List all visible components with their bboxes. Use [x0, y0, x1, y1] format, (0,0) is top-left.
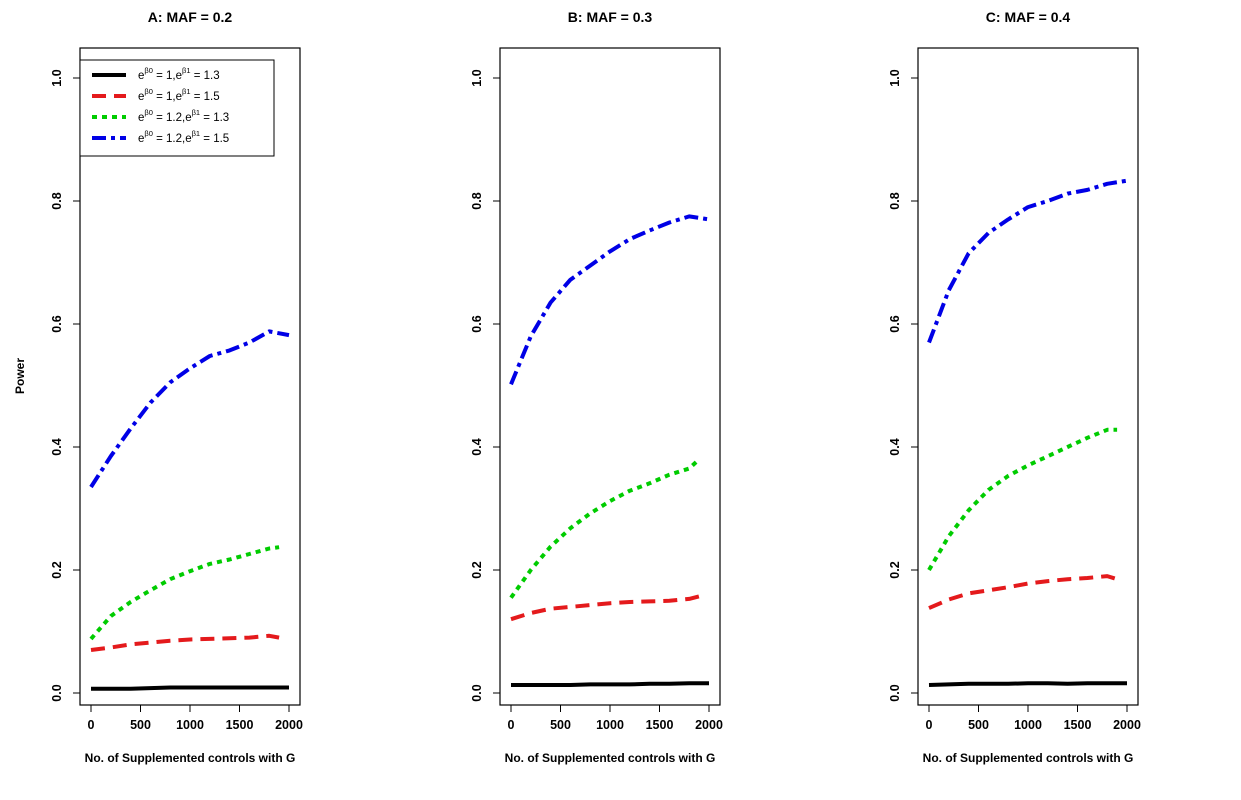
y-axis-label: Power [13, 358, 27, 394]
legend-text: = 1,e [153, 91, 182, 103]
y-tick-label: 0.8 [50, 192, 64, 209]
panel-title: C: MAF = 0.4 [986, 9, 1071, 25]
y-tick-label: 0.4 [50, 438, 64, 455]
legend-text: = 1.5 [191, 91, 220, 103]
legend-text: = 1,e [153, 70, 182, 82]
y-tick-label: 0.6 [888, 315, 902, 332]
y-tick-label: 0.0 [888, 684, 902, 701]
legend-entry-3: eβ0 = 1.2,eβ1 = 1.5 [138, 129, 229, 145]
y-tick-label: 1.0 [888, 69, 902, 86]
series-line-3 [509, 214, 710, 386]
x-tick-label: 2000 [695, 718, 723, 732]
legend-text: e [138, 70, 144, 82]
y-tick-label: 0.4 [888, 438, 902, 455]
y-tick-label: 0.2 [888, 561, 902, 578]
legend-text: e [138, 91, 144, 103]
x-tick-label: 1000 [1014, 718, 1042, 732]
plot-frame [917, 47, 1139, 706]
series-line-1 [510, 594, 700, 622]
y-tick-label: 0.8 [470, 192, 484, 209]
y-tick-label: 0.4 [470, 438, 484, 455]
legend-superscript: β1 [192, 108, 201, 117]
y-tick-label: 0.8 [888, 192, 902, 209]
x-tick-label: 0 [88, 718, 95, 732]
x-tick-label: 1500 [646, 718, 674, 732]
y-tick-label: 1.0 [470, 69, 484, 86]
legend-superscript: β1 [192, 129, 201, 138]
series-line-2 [509, 457, 701, 599]
series-line-1 [90, 633, 280, 652]
y-tick-label: 1.0 [50, 69, 64, 86]
panel-title: B: MAF = 0.3 [568, 9, 653, 25]
x-tick-label: 0 [926, 718, 933, 732]
panel-title: A: MAF = 0.2 [148, 9, 233, 25]
series-line-0 [928, 681, 1127, 687]
legend-superscript: β0 [144, 129, 153, 138]
x-axis-label: No. of Supplemented controls with G [505, 751, 716, 765]
legend-text: = 1.2,e [153, 133, 192, 145]
legend-superscript: β1 [182, 66, 191, 75]
x-tick-label: 1500 [226, 718, 254, 732]
legend-text: = 1.5 [200, 133, 229, 145]
x-tick-label: 500 [968, 718, 989, 732]
panel-0: A: MAF = 0.2 0.0 0.2 0.4 0.6 0.8 1.0 0 500 1000 15… [50, 9, 303, 765]
x-tick-label: 500 [130, 718, 151, 732]
legend-entry-1: eβ0 = 1,eβ1 = 1.5 [138, 87, 220, 103]
x-tick-label: 500 [550, 718, 571, 732]
x-axis-label: No. of Supplemented controls with G [923, 751, 1134, 765]
series-line-2 [927, 427, 1118, 572]
panel-1: B: MAF = 0.3 0.0 0.2 0.4 0.6 0.8 1.0 0 500 1000 15… [470, 9, 723, 765]
panel-2: C: MAF = 0.4 0.0 0.2 0.4 0.6 0.8 1.0 0 500 1000 15… [888, 9, 1141, 765]
series-line-1 [928, 574, 1118, 610]
legend-text: = 1.2,e [153, 112, 192, 124]
y-tick-label: 0.0 [470, 684, 484, 701]
legend-entry-0: eβ0 = 1,eβ1 = 1.3 [138, 66, 220, 82]
plot-frame [499, 47, 721, 706]
y-tick-label: 0.6 [50, 315, 64, 332]
legend-superscript: β0 [144, 66, 153, 75]
legend-superscript: β1 [182, 87, 191, 96]
y-tick-label: 0.2 [50, 561, 64, 578]
x-tick-label: 1000 [176, 718, 204, 732]
series-line-3 [927, 178, 1128, 344]
legend-text: e [138, 133, 144, 145]
legend-superscript: β0 [144, 108, 153, 117]
legend-text: e [138, 112, 144, 124]
series-line-0 [91, 685, 289, 691]
legend-entry-2: eβ0 = 1.2,eβ1 = 1.3 [138, 108, 229, 124]
series-line-2 [89, 545, 280, 641]
legend-superscript: β0 [144, 87, 153, 96]
series-line-0 [511, 681, 709, 687]
series-line-3 [89, 329, 290, 489]
x-axis-label: No. of Supplemented controls with G [85, 751, 296, 765]
y-tick-label: 0.2 [470, 561, 484, 578]
x-tick-label: 0 [508, 718, 515, 732]
y-tick-label: 0.0 [50, 684, 64, 701]
legend-text: = 1.3 [200, 112, 229, 124]
x-tick-label: 1500 [1064, 718, 1092, 732]
x-tick-label: 1000 [596, 718, 624, 732]
y-tick-label: 0.6 [470, 315, 484, 332]
legend-text: = 1.3 [191, 70, 220, 82]
x-tick-label: 2000 [1113, 718, 1141, 732]
x-tick-label: 2000 [275, 718, 303, 732]
